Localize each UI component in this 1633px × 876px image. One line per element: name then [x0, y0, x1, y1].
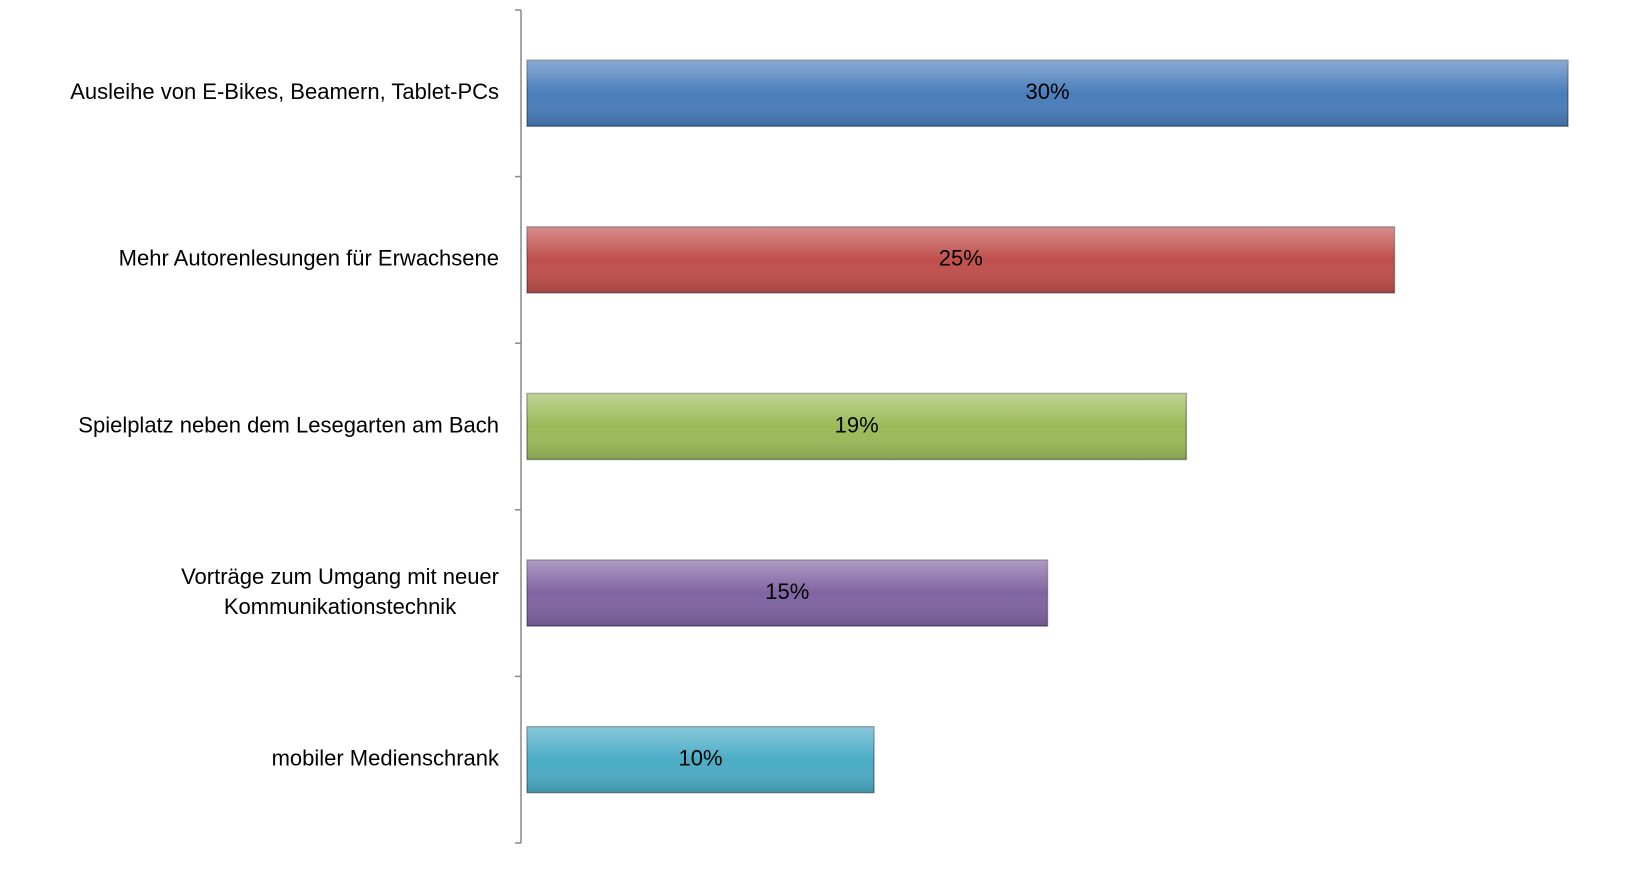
data-label: 15% — [765, 579, 809, 604]
data-label: 30% — [1025, 79, 1069, 104]
data-label: 19% — [835, 412, 879, 437]
category-label: Spielplatz neben dem Lesegarten am Bach — [78, 412, 499, 437]
category-label: mobiler Medienschrank — [272, 746, 500, 771]
category-label: Mehr Autorenlesungen für Erwachsene — [119, 246, 499, 271]
category-label: Vorträge zum Umgang mit neuer Kommunikati… — [181, 564, 499, 619]
data-label: 25% — [939, 246, 983, 271]
category-label: Ausleihe von E-Bikes, Beamern, Tablet-PC… — [70, 79, 499, 104]
data-label: 10% — [678, 746, 722, 771]
